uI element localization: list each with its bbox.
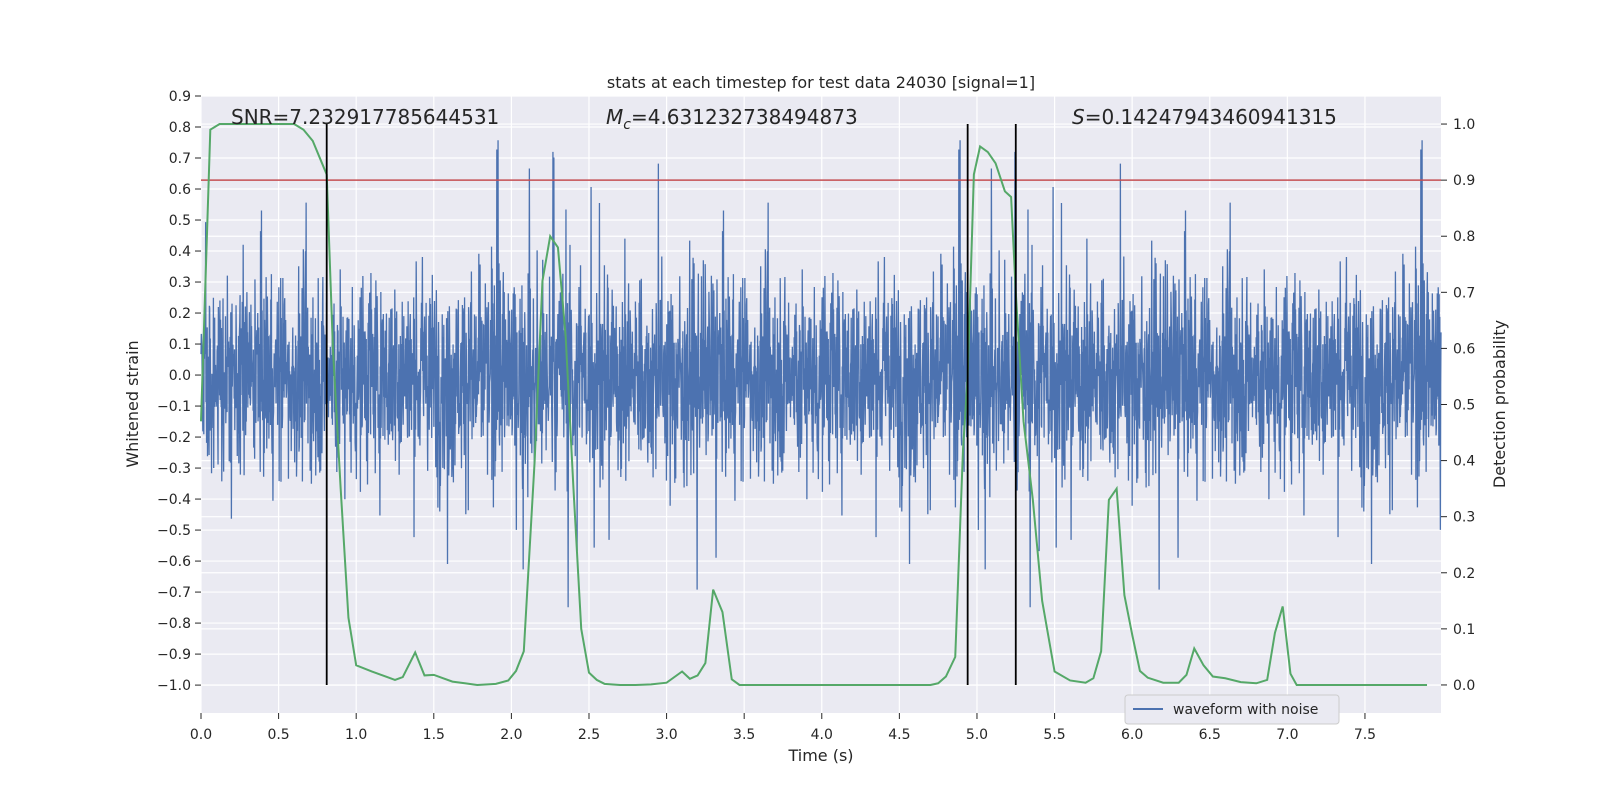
y-right-axis-ticks: 1.0 0.9 0.8 0.7 0.6 0.5 0.4 0.3 0.2 0.1 0.0 xyxy=(1441,117,1475,694)
x-tick-label: 3.0 xyxy=(655,727,677,743)
y-left-tick-label: 0.8 xyxy=(169,120,191,136)
probability-series xyxy=(200,123,1428,686)
y-left-tick-label: 0.6 xyxy=(169,182,191,198)
x-tick-label: 5.5 xyxy=(1043,727,1065,743)
x-tick-label: 6.0 xyxy=(1121,727,1143,743)
chirp-mass-subscript: c xyxy=(623,117,631,133)
y-left-tick-label: 0.1 xyxy=(169,337,191,353)
y-left-tick-label: 0.7 xyxy=(169,151,191,167)
x-tick-label: 6.5 xyxy=(1199,727,1221,743)
y-left-tick-label: 0.5 xyxy=(169,213,191,229)
x-tick-label: 7.5 xyxy=(1354,727,1376,743)
chart-title: stats at each timestep for test data 240… xyxy=(607,73,1035,92)
x-tick-label: 3.5 xyxy=(733,727,755,743)
y-left-tick-label: 0.4 xyxy=(169,244,191,260)
x-tick-label: 2.0 xyxy=(500,727,522,743)
s-annotation: S=0.14247943460941315 xyxy=(1072,105,1337,129)
waveform-series xyxy=(200,140,1442,608)
y-right-tick-label: 0.3 xyxy=(1453,510,1475,526)
y-right-axis-label: Detection probability xyxy=(1490,320,1509,488)
x-tick-label: 1.0 xyxy=(345,727,367,743)
y-left-tick-label: −0.9 xyxy=(157,647,191,663)
y-right-tick-label: 0.5 xyxy=(1453,398,1475,414)
chirp-mass-symbol: M xyxy=(606,105,623,129)
y-right-tick-label: 0.8 xyxy=(1453,229,1475,245)
y-left-tick-label: −0.5 xyxy=(157,523,191,539)
y-right-tick-label: 0.1 xyxy=(1453,622,1475,638)
y-right-tick-label: 0.0 xyxy=(1453,678,1475,694)
legend: waveform with noise xyxy=(1124,694,1340,725)
y-left-tick-label: −0.8 xyxy=(157,616,191,632)
y-right-tick-label: 1.0 xyxy=(1453,117,1475,133)
chirp-mass-annotation: Mc=4.631232738494873 xyxy=(606,105,858,133)
x-axis-ticks: 0.0 0.5 1.0 1.5 2.0 2.5 3.0 3.5 4.0 4.5 5.0 5.5 6.0 6… xyxy=(190,713,1376,743)
x-tick-label: 1.5 xyxy=(423,727,445,743)
y-left-tick-label: −0.1 xyxy=(157,399,191,415)
chirp-mass-value: =4.631232738494873 xyxy=(631,105,858,129)
x-tick-label: 4.5 xyxy=(888,727,910,743)
y-left-tick-label: −0.7 xyxy=(157,585,191,601)
y-left-tick-label: 0.3 xyxy=(169,275,191,291)
x-tick-label: 7.0 xyxy=(1276,727,1298,743)
x-tick-label: 4.0 xyxy=(811,727,833,743)
y-left-tick-label: 0.0 xyxy=(169,368,191,384)
s-symbol: S xyxy=(1072,105,1085,129)
y-left-axis-label: Whitened strain xyxy=(123,340,142,467)
y-left-tick-label: −1.0 xyxy=(157,678,191,694)
y-right-tick-label: 0.7 xyxy=(1453,285,1475,301)
s-value: =0.14247943460941315 xyxy=(1085,105,1337,129)
x-tick-label: 0.0 xyxy=(190,727,212,743)
y-right-tick-label: 0.2 xyxy=(1453,566,1475,582)
y-left-tick-label: −0.2 xyxy=(157,430,191,446)
probability-line xyxy=(200,123,1428,686)
y-left-tick-label: −0.3 xyxy=(157,461,191,477)
y-left-tick-label: −0.6 xyxy=(157,554,191,570)
y-left-tick-label: −0.4 xyxy=(157,492,191,508)
y-right-tick-label: 0.6 xyxy=(1453,341,1475,357)
y-left-tick-label: 0.9 xyxy=(169,89,191,105)
x-tick-label: 2.5 xyxy=(578,727,600,743)
legend-label: waveform with noise xyxy=(1173,702,1318,718)
waveform-line xyxy=(200,140,1442,608)
y-left-tick-label: 0.2 xyxy=(169,306,191,322)
legend-box xyxy=(1124,694,1340,725)
snr-annotation: SNR=7.232917785644531 xyxy=(231,105,499,129)
y-right-tick-label: 0.9 xyxy=(1453,173,1475,189)
y-right-tick-label: 0.4 xyxy=(1453,454,1475,470)
x-tick-label: 0.5 xyxy=(267,727,289,743)
x-axis-label: Time (s) xyxy=(787,746,853,765)
event-markers xyxy=(325,124,1017,685)
x-tick-label: 5.0 xyxy=(966,727,988,743)
y-left-axis-ticks: 0.9 0.8 0.7 0.6 0.5 0.4 0.3 0.2 0.1 0.0 −0.1 −0.2 −0… xyxy=(157,89,201,694)
